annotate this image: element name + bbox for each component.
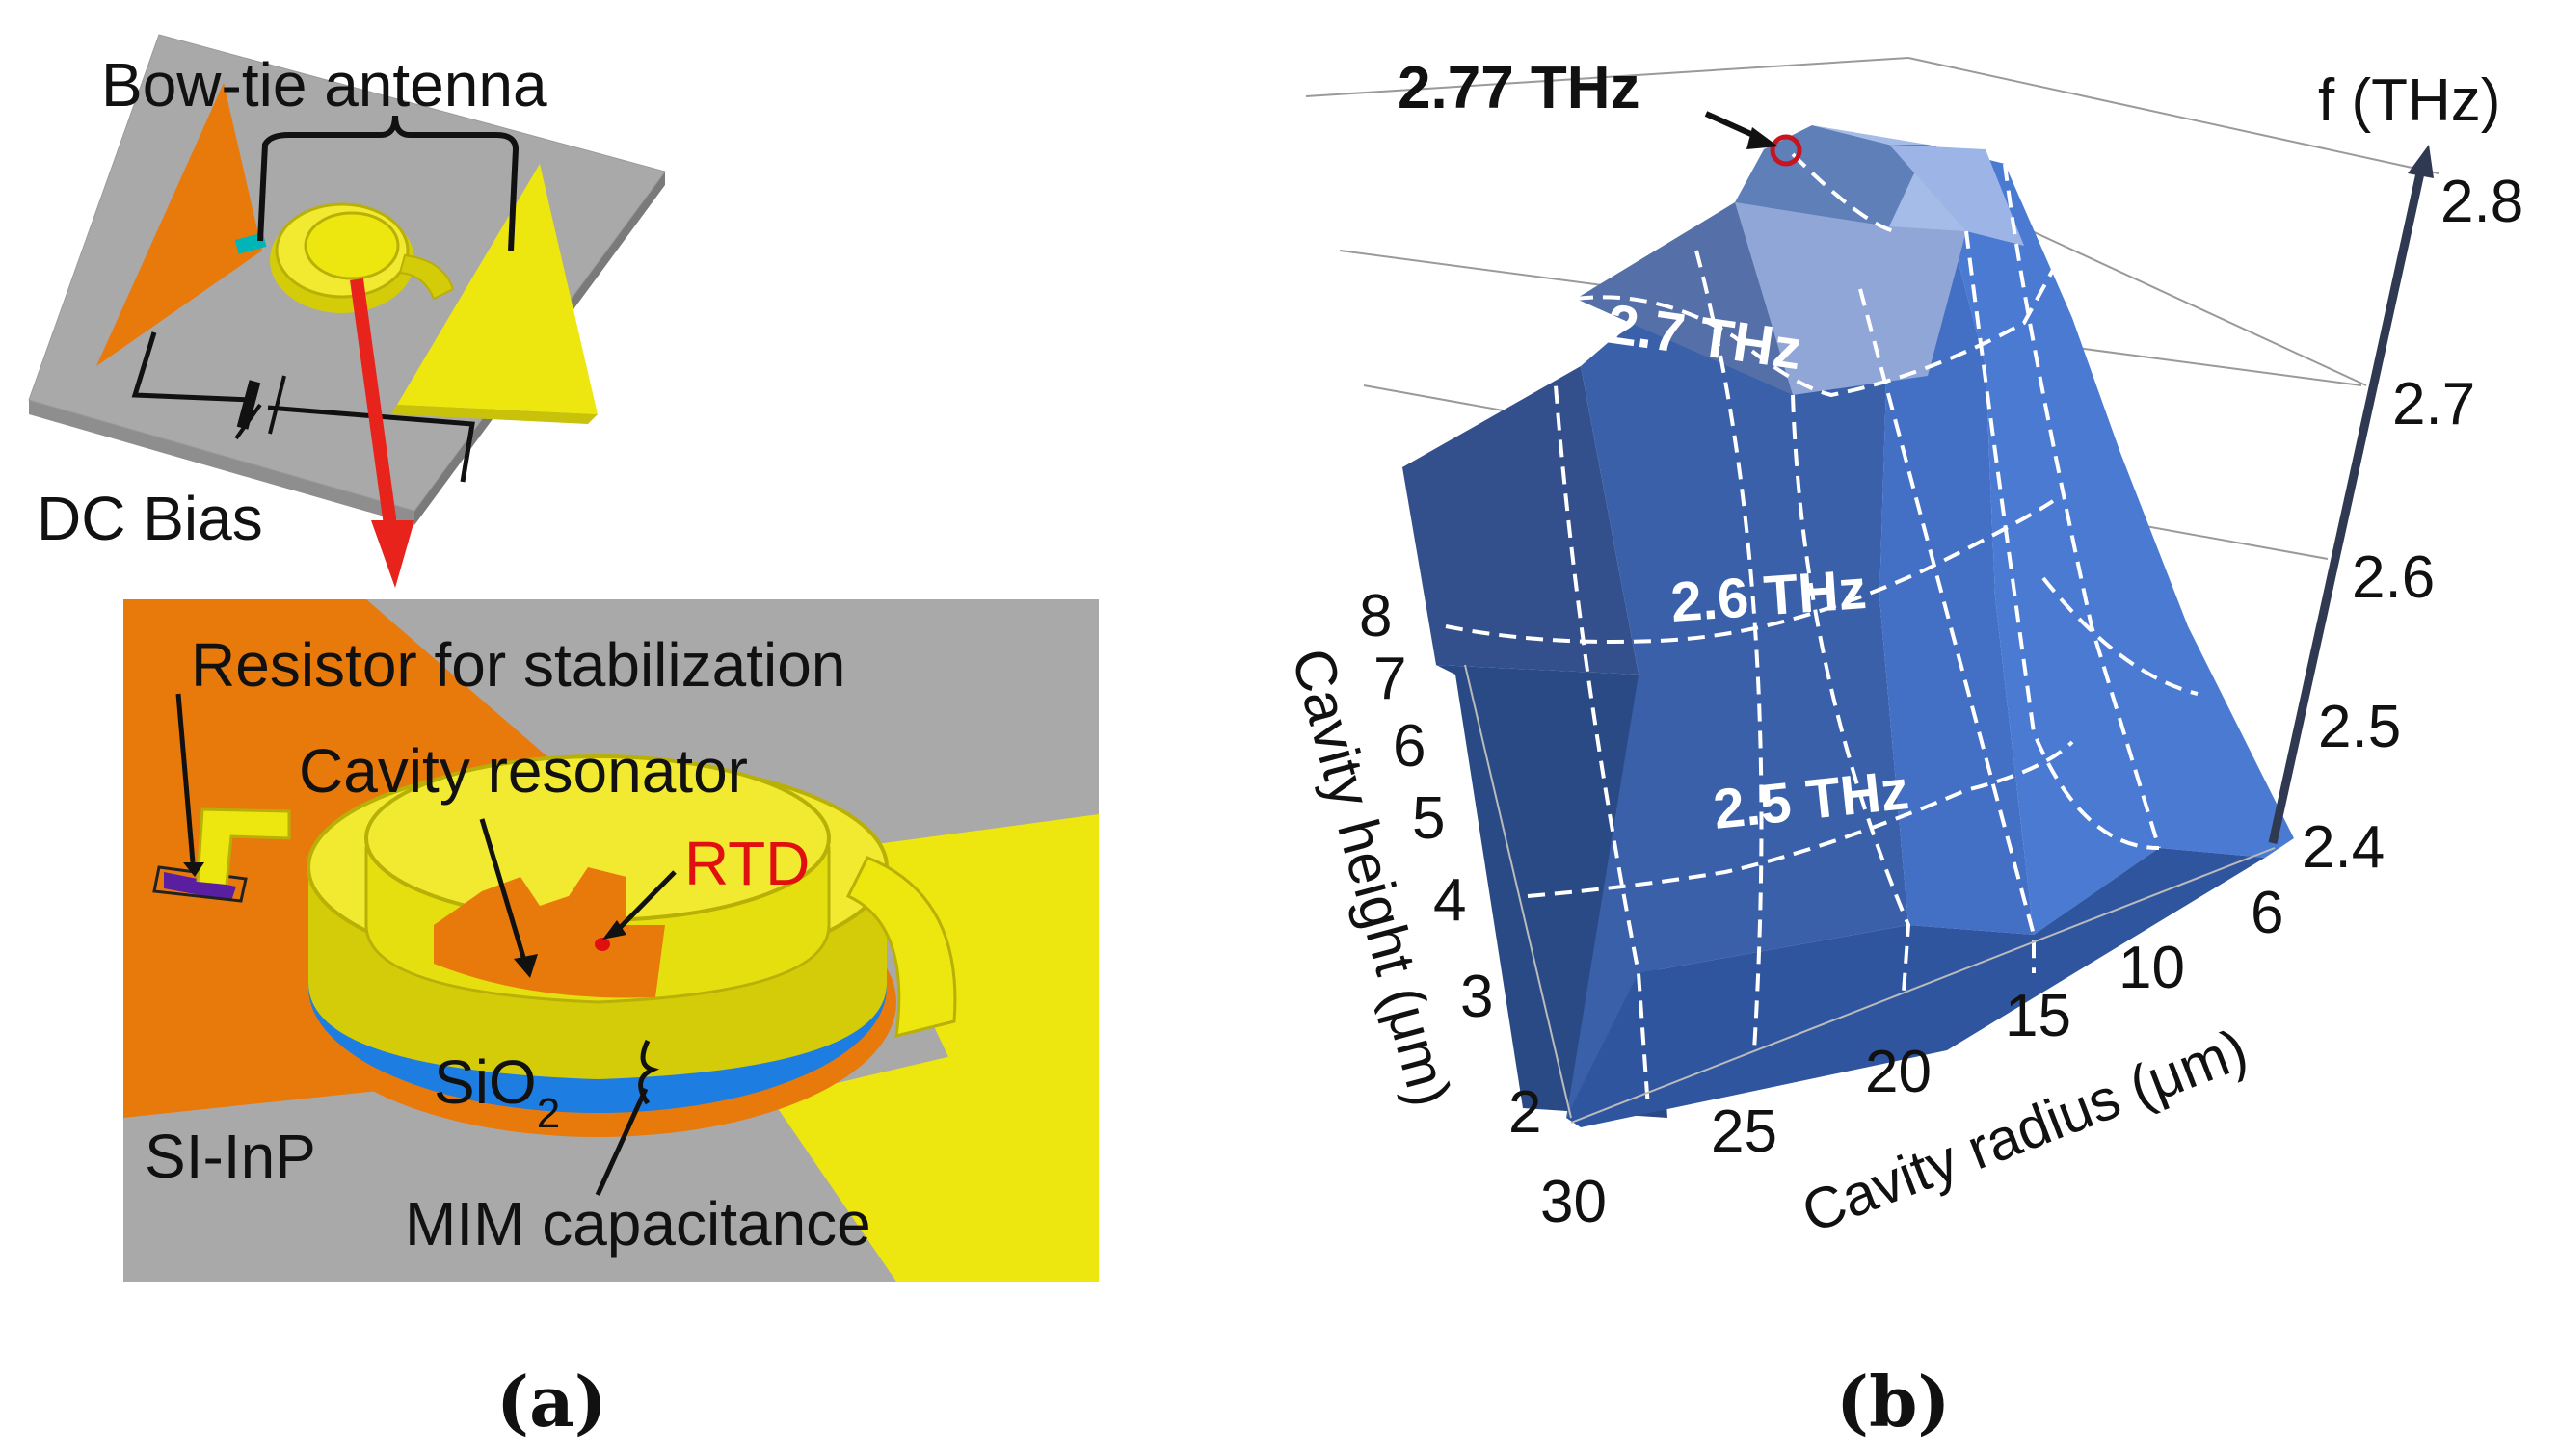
y-tick-label: 4 bbox=[1433, 867, 1466, 934]
rtd-pointer bbox=[613, 870, 677, 935]
arc-small bbox=[398, 253, 455, 301]
substrate-side bbox=[29, 400, 414, 525]
surface-grid-dashed bbox=[1445, 152, 2199, 1109]
x-tick-label: 10 bbox=[2119, 935, 2185, 1001]
y-tick-label: 5 bbox=[1412, 785, 1445, 852]
z-tick-label: 2.4 bbox=[2302, 814, 2385, 881]
sio2-text: SiO bbox=[434, 1047, 537, 1117]
rtd-label: RTD bbox=[684, 829, 810, 898]
cavity-pointer-head bbox=[514, 954, 538, 978]
battery-plate-icon bbox=[268, 375, 286, 435]
surface-left-face bbox=[1402, 366, 1639, 675]
y-tick-label: 7 bbox=[1373, 646, 1406, 712]
cavity-pointer bbox=[479, 818, 528, 965]
zoom-resistor-lead bbox=[196, 807, 291, 886]
sio2-label: SiO2 bbox=[434, 1047, 560, 1137]
grid-col-1 bbox=[1550, 331, 1650, 1109]
z-tick-labels: 2.8 2.7 2.6 2.5 2.4 bbox=[2302, 169, 2523, 881]
x-tick-labels: 30 25 20 15 10 6 bbox=[1540, 880, 2283, 1235]
caption-b: (b) bbox=[1836, 1361, 1950, 1443]
x-tick-label: 20 bbox=[1865, 1039, 1932, 1105]
grid-row-2 bbox=[2041, 576, 2199, 696]
dc-bias-wire-right bbox=[267, 405, 475, 483]
mim-pointer bbox=[595, 1087, 649, 1197]
panel-b-surface-plot bbox=[1305, 57, 2439, 1127]
x-axis-line bbox=[1570, 847, 2276, 1124]
sio2-subscript: 2 bbox=[537, 1090, 560, 1137]
z-tick-label: 2.7 bbox=[2392, 371, 2475, 437]
bow-tie-antenna-label: Bow-tie antenna bbox=[101, 50, 547, 119]
peak-pointer-head bbox=[1746, 127, 1778, 149]
cavity-small-inner bbox=[304, 211, 400, 280]
antenna-right-yellow-edge bbox=[390, 405, 598, 424]
y-tick-label: 2 bbox=[1508, 1079, 1541, 1146]
z-tick-label: 2.5 bbox=[2318, 694, 2401, 760]
zoom-arrow-head bbox=[371, 520, 414, 588]
grid-col-4 bbox=[1858, 288, 2036, 973]
surface-right bbox=[1928, 145, 2294, 935]
z-axis-title: f (THz) bbox=[2318, 67, 2500, 134]
zoom-cutaway bbox=[434, 867, 665, 998]
z-axis-line bbox=[2268, 168, 2426, 844]
x-tick-label: 15 bbox=[2005, 983, 2071, 1049]
grid-line bbox=[1907, 57, 2439, 174]
bias-pointer bbox=[234, 403, 262, 440]
resistor-pointer bbox=[175, 693, 196, 863]
resistor-label: Resistor for stabilization bbox=[191, 630, 845, 700]
grid-col-6 bbox=[2003, 163, 2161, 849]
panel-a-bottom-illustration bbox=[123, 599, 1099, 1282]
antenna-brace-icon bbox=[257, 115, 520, 251]
z-tick-label: 2.8 bbox=[2440, 169, 2523, 235]
dc-bias-wire bbox=[131, 331, 252, 403]
zoom-yellow-antenna-bottom bbox=[771, 1021, 1099, 1282]
mim-brace-icon bbox=[638, 1039, 660, 1105]
grid-col-3 bbox=[1791, 394, 1911, 993]
y-tick-label: 3 bbox=[1460, 964, 1493, 1030]
battery-icon bbox=[236, 380, 261, 430]
grid-row-1 bbox=[1791, 152, 1895, 233]
antenna-left-orange bbox=[96, 83, 262, 366]
x-tick-label: 6 bbox=[2251, 880, 2283, 946]
contour-2p6 bbox=[1445, 499, 2055, 644]
surface-peak-cap bbox=[1735, 125, 1928, 226]
x-tick-label: 25 bbox=[1711, 1099, 1777, 1165]
cavity-resonator-label: Cavity resonator bbox=[299, 736, 748, 806]
zoom-resistor bbox=[164, 872, 236, 901]
zoom-arc-segment bbox=[845, 856, 957, 1038]
resistor-pointer-head bbox=[183, 862, 204, 877]
grid-col-5 bbox=[1964, 230, 2160, 850]
z-tick-label: 2.6 bbox=[2352, 544, 2435, 611]
y-tick-labels: 8 7 6 5 4 3 2 bbox=[1359, 583, 1541, 1146]
panel-a-top-illustration bbox=[28, 34, 666, 588]
grid-line bbox=[1305, 57, 1909, 97]
y-tick-label: 8 bbox=[1359, 583, 1392, 649]
caption-a: (a) bbox=[496, 1361, 607, 1443]
peak-marker bbox=[1770, 134, 1802, 167]
dc-bias-label: DC Bias bbox=[37, 484, 263, 553]
x-tick-label: 30 bbox=[1540, 1169, 1607, 1235]
zoom-arrow-shaft bbox=[350, 278, 397, 526]
surface-2p7-region-right bbox=[1889, 145, 2024, 246]
y-axis-line bbox=[1464, 664, 1572, 1119]
antenna-right-yellow bbox=[397, 164, 598, 414]
surface-center bbox=[1793, 145, 2034, 935]
z-axis-arrowhead bbox=[2408, 145, 2434, 178]
rtd-pointer-head bbox=[602, 920, 626, 940]
rtd-dot bbox=[595, 938, 610, 951]
surface-2p7-region-light bbox=[1735, 202, 1966, 395]
peak-value-label: 2.77 THz bbox=[1398, 55, 1640, 121]
y-tick-label: 6 bbox=[1393, 713, 1426, 780]
si-inp-label: SI-InP bbox=[145, 1122, 316, 1191]
mim-capacitance-label: MIM capacitance bbox=[405, 1189, 871, 1258]
contour-label-2p6: 2.6 THz bbox=[1668, 558, 1868, 634]
